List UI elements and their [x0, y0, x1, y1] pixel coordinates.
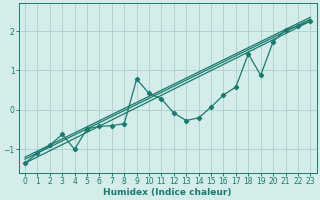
X-axis label: Humidex (Indice chaleur): Humidex (Indice chaleur): [103, 188, 232, 197]
